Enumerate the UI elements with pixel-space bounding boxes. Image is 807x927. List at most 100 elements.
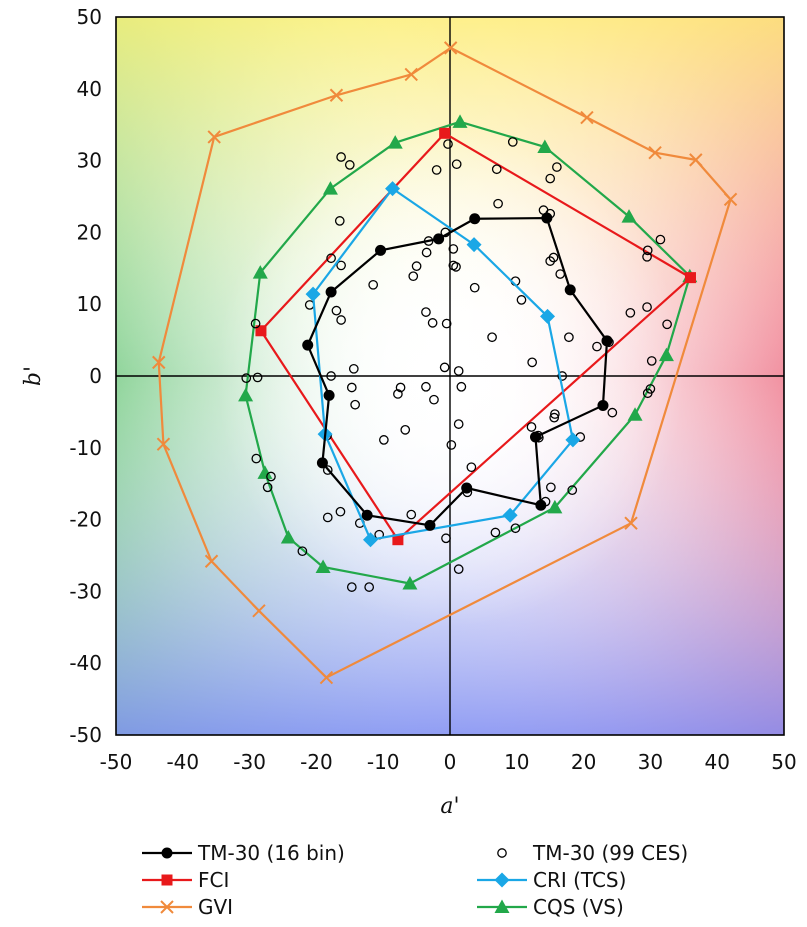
data-point — [252, 604, 266, 618]
data-point — [204, 554, 219, 568]
data-point — [408, 271, 419, 282]
data-point — [350, 399, 360, 410]
data-point — [552, 162, 562, 172]
data-point — [375, 244, 387, 256]
data-point — [348, 363, 359, 374]
data-point — [540, 308, 556, 324]
data-point — [344, 160, 355, 170]
data-point — [443, 139, 453, 149]
data-point — [411, 261, 422, 271]
data-point — [466, 462, 477, 473]
series-fci — [255, 127, 696, 546]
data-point — [453, 564, 464, 574]
data-point — [322, 512, 333, 523]
data-point — [451, 262, 461, 272]
data-point — [325, 286, 337, 298]
data-point — [451, 159, 462, 170]
data-point — [642, 245, 653, 256]
data-point — [406, 509, 417, 520]
y-tick-label: 10 — [77, 292, 102, 316]
data-point — [621, 209, 637, 223]
data-point — [510, 523, 521, 534]
data-point — [441, 318, 452, 329]
data-point — [601, 335, 613, 347]
tick-labels: -50 -40 -30 -20 -10 0 10 20 30 40 50 -50 -40 -30 -20 -1… — [69, 5, 796, 774]
axis-labels: a' b' — [21, 366, 460, 819]
data-point — [238, 387, 254, 402]
legend-label: CQS (VS) — [533, 895, 624, 919]
data-point — [461, 482, 473, 494]
data-point — [427, 318, 438, 328]
y-tick-label: 40 — [77, 77, 102, 101]
data-point — [364, 582, 375, 592]
series-gvi — [152, 41, 738, 685]
data-point — [597, 399, 609, 411]
data-point — [502, 507, 518, 523]
data-point — [431, 165, 442, 175]
y-axis-label: b' — [21, 366, 46, 386]
data-point — [250, 318, 261, 329]
data-point — [446, 440, 457, 450]
data-point — [368, 279, 379, 290]
data-point — [315, 559, 331, 573]
data-point — [655, 234, 666, 245]
data-point — [379, 435, 389, 445]
x-tick-label: -20 — [300, 750, 333, 774]
data-point — [580, 110, 594, 125]
data-point — [537, 139, 553, 153]
data-point — [448, 244, 459, 254]
data-point — [557, 371, 568, 381]
series-tm-30-99-ces — [241, 137, 672, 592]
data-point — [642, 302, 652, 312]
data-point — [565, 432, 581, 448]
data-point — [684, 272, 696, 284]
data-point — [642, 251, 652, 262]
legend-item: CRI (TCS) — [477, 868, 626, 892]
legend-label: TM-30 (99 CES) — [532, 841, 688, 865]
data-point — [627, 407, 643, 421]
series-line — [244, 120, 691, 585]
data-point — [491, 164, 502, 175]
data-point — [469, 282, 480, 293]
data-point — [262, 482, 273, 493]
legend-item: FCI — [142, 868, 229, 892]
data-point — [336, 260, 346, 271]
data-point — [493, 198, 503, 209]
data-point — [361, 509, 373, 521]
data-point — [564, 284, 576, 296]
data-point — [251, 453, 262, 464]
data-point — [564, 332, 574, 343]
data-point — [404, 67, 418, 82]
data-point — [252, 372, 263, 383]
data-point — [346, 582, 357, 592]
series-cri-tcs — [305, 181, 581, 548]
data-point — [421, 247, 432, 258]
legend-item: CQS (VS) — [477, 895, 624, 919]
legend-item: TM-30 (16 bin) — [142, 841, 345, 865]
data-point — [490, 527, 501, 538]
data-point — [439, 127, 451, 139]
data-point — [393, 389, 403, 399]
data-point — [322, 465, 333, 475]
data-point — [326, 253, 336, 264]
data-point — [297, 546, 308, 557]
data-point — [402, 576, 418, 590]
y-tick-label: 0 — [89, 364, 102, 388]
data-point — [400, 424, 411, 435]
legend-item: TM-30 (99 CES) — [497, 841, 688, 865]
data-point — [433, 233, 445, 245]
data-point — [152, 355, 166, 370]
data-point — [387, 135, 403, 149]
data-point — [646, 356, 657, 366]
series-cqs-vs — [238, 114, 698, 590]
legend-swatch-marker — [161, 874, 173, 886]
x-tick-label: -30 — [233, 750, 266, 774]
data-point — [453, 366, 464, 376]
data-point — [424, 519, 436, 531]
data-point — [336, 152, 346, 162]
data-point — [346, 382, 357, 393]
data-point — [156, 437, 171, 451]
x-tick-label: -40 — [166, 750, 199, 774]
data-point — [592, 341, 602, 352]
